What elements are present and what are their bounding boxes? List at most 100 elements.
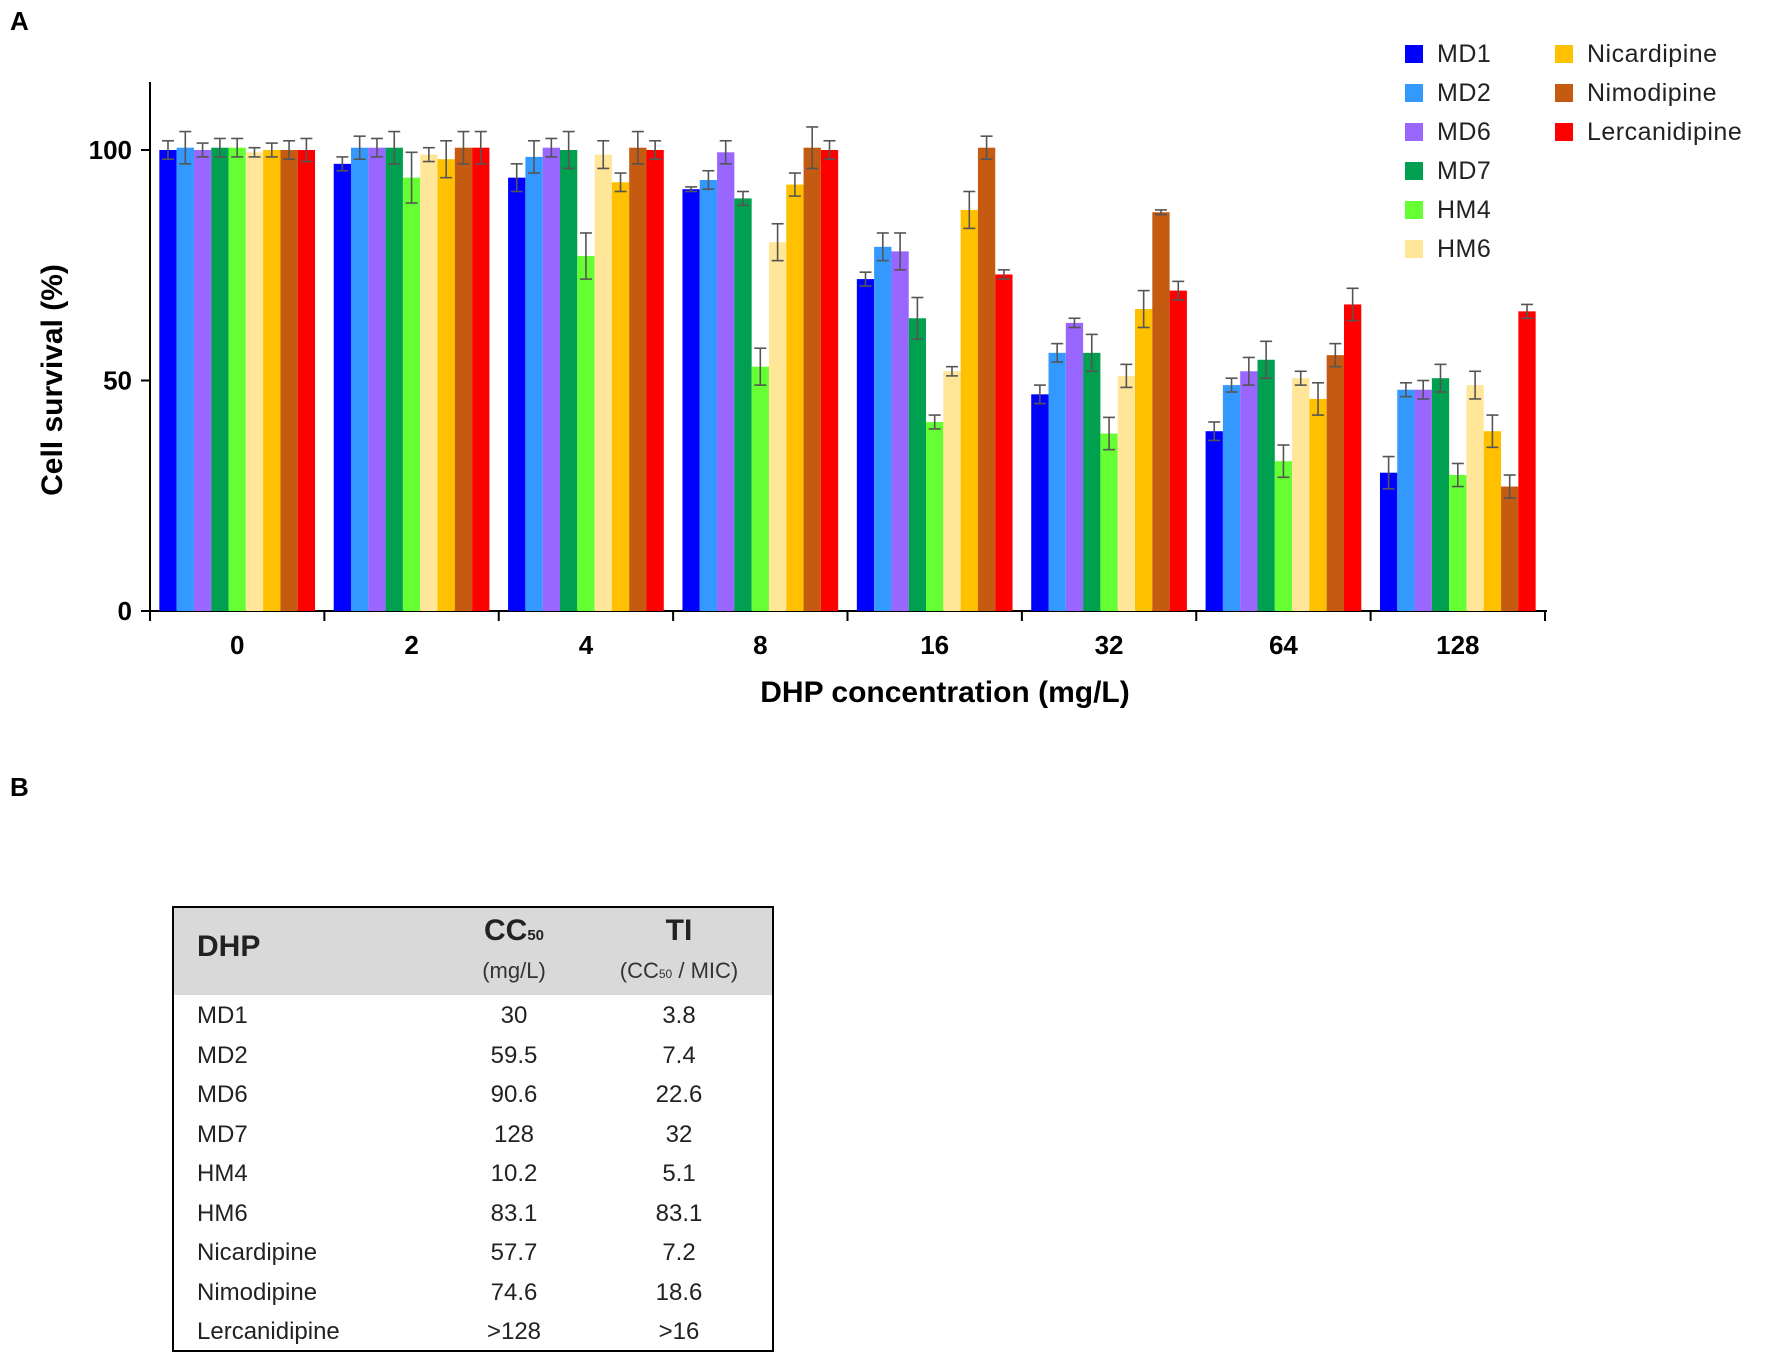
error-bar — [474, 130, 487, 165]
row-ti: 7.2 — [662, 1239, 696, 1266]
bar — [454, 147, 473, 611]
error-bar — [597, 139, 610, 170]
bar — [1326, 355, 1344, 611]
error-bar — [1346, 287, 1359, 322]
error-bar — [440, 139, 453, 179]
error-bar — [685, 186, 698, 193]
chart-tick-labels: 0 50 100 0 2 4 8 16 32 64 128 — [89, 135, 1480, 660]
bar — [559, 150, 578, 611]
bar — [1466, 385, 1484, 611]
legend-label: HM4 — [1437, 195, 1492, 224]
row-name: Lercanidipine — [197, 1318, 340, 1345]
header-ti-main: TI — [665, 914, 693, 947]
row-name: MD2 — [197, 1041, 248, 1069]
bar — [333, 163, 352, 611]
table-row: MD6 90.6 22.6 — [174, 1077, 772, 1117]
y-axis-label: Cell survival (%) — [36, 264, 69, 496]
error-bar — [1137, 289, 1150, 329]
row-ti: 3.8 — [662, 1002, 696, 1029]
bar — [1222, 385, 1241, 611]
row-ti: 32 — [665, 1120, 693, 1148]
legend-swatch — [1405, 84, 1423, 102]
error-bar — [1172, 280, 1185, 301]
table-body: MD1 30 3.8 MD2 59.5 7.4 MD6 90.6 22.6 MD7 128 32 HM4… — [174, 995, 772, 1354]
error-bar — [1154, 209, 1167, 216]
error-bar — [528, 139, 541, 174]
header-cc50-main: CC — [483, 914, 528, 947]
error-bar — [1277, 444, 1290, 479]
legend-swatch — [1555, 84, 1573, 102]
legend-item: HM4 — [1405, 194, 1555, 226]
error-bar — [788, 172, 801, 197]
bar — [1292, 378, 1310, 611]
row-cc50: 74.6 — [490, 1278, 538, 1306]
legend-label: MD1 — [1437, 39, 1492, 68]
header-ti-unit: (CC50 / MIC) — [619, 958, 739, 983]
error-bar — [737, 190, 750, 207]
bar — [751, 366, 769, 611]
error-bar — [876, 232, 889, 262]
error-bar — [579, 232, 592, 280]
row-name: Nimodipine — [197, 1278, 318, 1306]
error-bar — [1068, 317, 1081, 329]
bar — [420, 154, 438, 612]
cc50-table: DHP CC50 (mg/L) TI (CC50 / MIC) MD1 30 3.8… — [172, 906, 774, 1352]
bar — [856, 279, 875, 611]
error-bar — [1103, 416, 1116, 451]
row-ti: 5.1 — [662, 1160, 696, 1187]
table-row: HM4 10.2 5.1 — [174, 1156, 772, 1196]
error-bar — [928, 414, 941, 430]
table-row: Nicardipine 57.7 7.2 — [174, 1235, 772, 1275]
error-bar — [179, 130, 192, 165]
error-bar — [213, 137, 226, 158]
bar — [594, 154, 612, 612]
error-bar — [457, 130, 470, 165]
error-bar — [1294, 370, 1307, 386]
header-ti: TI (CC50 / MIC) — [579, 914, 779, 984]
legend-swatch — [1555, 45, 1573, 63]
x-tick-label: 4 — [579, 630, 594, 660]
y-tick-label: 0 — [118, 596, 132, 626]
error-bar — [1521, 303, 1534, 320]
error-bar — [422, 146, 435, 163]
bar — [385, 147, 403, 611]
error-bar — [1399, 382, 1412, 398]
y-tick-label: 50 — [103, 366, 132, 396]
legend-item: MD2 — [1405, 77, 1555, 109]
error-bar — [1033, 384, 1046, 405]
bar — [1397, 389, 1415, 611]
legend-label: Nimodipine — [1587, 78, 1718, 107]
legend-swatch — [1405, 240, 1423, 258]
legend-label: Lercanidipine — [1587, 117, 1743, 146]
panel-label-b: B — [10, 772, 29, 802]
row-cc50: 57.7 — [490, 1239, 538, 1266]
x-axis-label: DHP concentration (mg/L) — [760, 676, 1129, 709]
error-bar — [1242, 356, 1255, 386]
bar — [542, 147, 560, 611]
chart-error-bars — [161, 126, 1534, 499]
error-bar — [265, 142, 278, 158]
x-tick-label: 8 — [753, 630, 767, 660]
bar — [1135, 309, 1153, 611]
error-bar — [1503, 474, 1516, 499]
bar — [437, 159, 455, 611]
error-bar — [859, 271, 872, 287]
error-bar — [649, 139, 662, 161]
row-cc50: 59.5 — [490, 1041, 538, 1069]
row-ti: 83.1 — [655, 1199, 703, 1227]
legend-swatch — [1405, 162, 1423, 180]
error-bar — [1417, 379, 1430, 400]
error-bar — [1085, 333, 1098, 373]
row-cc50: 30 — [500, 1002, 528, 1029]
x-tick-label: 0 — [230, 630, 244, 660]
bar — [472, 147, 490, 611]
bar — [159, 150, 177, 611]
bar — [1031, 394, 1049, 611]
x-tick-label: 128 — [1436, 630, 1479, 660]
x-tick-label: 2 — [404, 630, 418, 660]
error-bar — [1120, 363, 1133, 389]
row-cc50: 10.2 — [490, 1160, 538, 1187]
bar — [1152, 212, 1170, 612]
error-bar — [911, 296, 924, 340]
bar — [820, 150, 839, 611]
